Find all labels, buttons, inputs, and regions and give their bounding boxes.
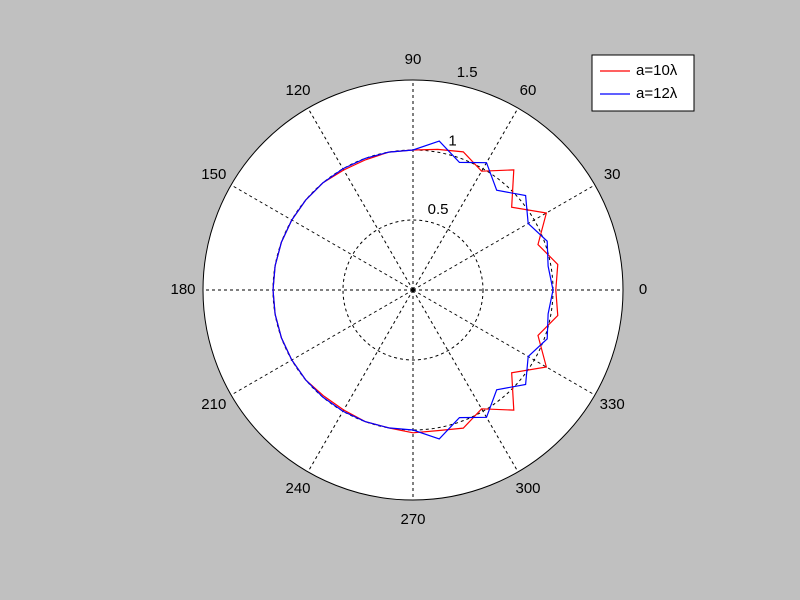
angle-tick-label: 180: [170, 281, 195, 298]
angle-tick-label: 30: [604, 166, 621, 183]
angle-tick-label: 60: [520, 82, 537, 99]
spoke-grid-line: [230, 289, 414, 396]
spoke-grid-line: [412, 107, 519, 291]
spoke-grid-line: [412, 289, 519, 473]
angle-tick-label: 330: [600, 396, 625, 413]
angle-tick-label: 300: [515, 480, 540, 497]
r-tick-label: 0.5: [428, 201, 449, 218]
legend-box: [591, 54, 695, 112]
series-line: [272, 140, 554, 440]
legend: a=10λ a=12λ: [591, 54, 695, 112]
spoke-grid-line: [230, 184, 414, 291]
angle-tick-label: 270: [400, 511, 425, 528]
spoke-grid-line: [412, 289, 596, 396]
angle-tick-label: 210: [201, 396, 226, 413]
spoke-grid-line: [412, 184, 596, 291]
r-tick-label: 1.5: [457, 64, 478, 81]
legend-label: a=10λ: [636, 62, 678, 79]
angle-tick-label: 90: [405, 51, 422, 68]
ring-grid-line: [342, 219, 484, 361]
spoke-grid-line: [307, 289, 414, 473]
outer-ring: [202, 79, 624, 501]
angle-tick-label: 120: [285, 82, 310, 99]
angle-tick-label: 0: [639, 281, 647, 298]
angle-tick-label: 150: [201, 166, 226, 183]
r-tick-label: 1: [448, 132, 456, 149]
legend-label: a=12λ: [636, 85, 678, 102]
angle-tick-label: 240: [285, 480, 310, 497]
spoke-grid-line: [307, 107, 414, 291]
